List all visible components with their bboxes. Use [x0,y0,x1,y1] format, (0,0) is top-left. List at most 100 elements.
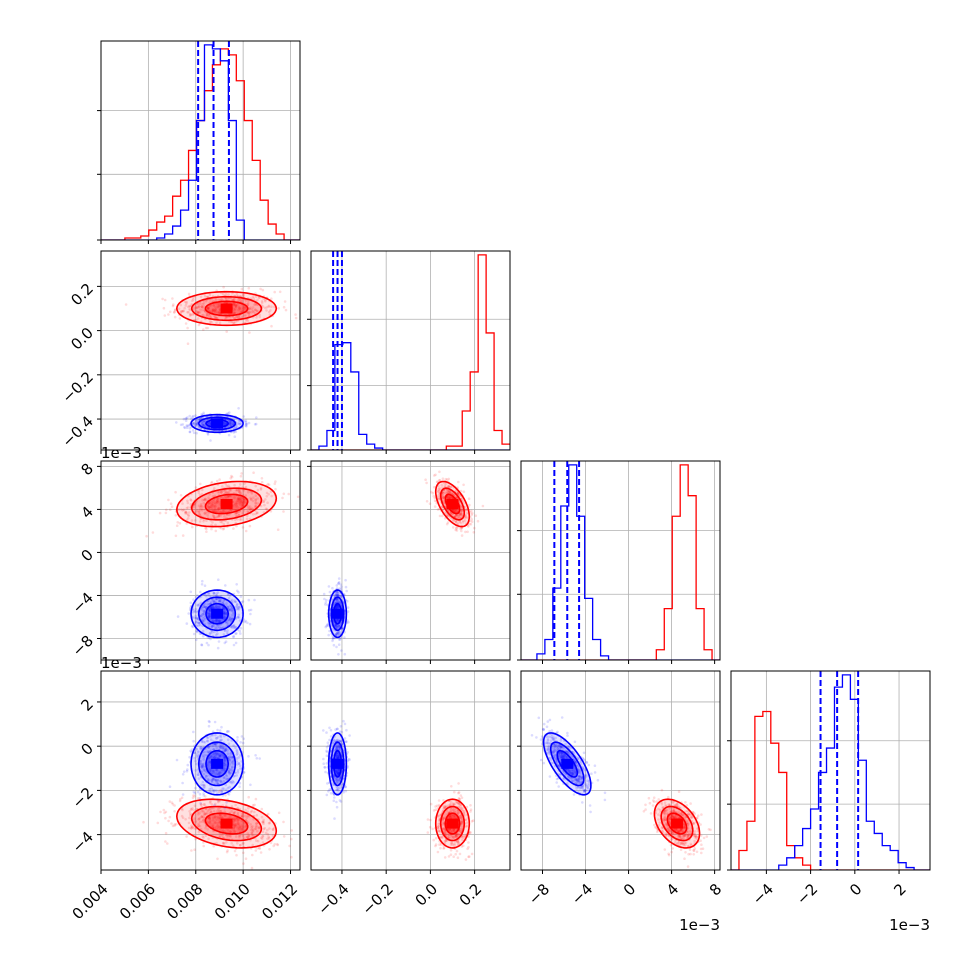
y-tick-label: 2 [78,695,97,714]
density-core-series-0 [447,499,459,509]
y-tick-label: 8 [78,460,97,479]
sample-point [470,510,473,513]
y-tick-label: −8 [69,632,97,660]
sample-point [187,612,190,615]
sample-point [338,643,341,646]
sample-point [466,531,469,534]
sample-point [216,480,219,483]
sample-point [426,500,429,503]
sample-point [189,427,192,430]
sample-point [258,847,261,850]
sample-point [429,819,432,822]
sample-point [246,622,249,625]
panel-frame [101,41,300,240]
sample-point [228,793,231,796]
sample-point [152,531,155,534]
y-tick-label: −2 [69,784,97,812]
sample-point [174,316,177,319]
sample-point [283,835,286,838]
sample-point [331,587,334,590]
sample-point [255,849,258,852]
sample-point [274,488,277,491]
density-core-series-1 [332,609,344,619]
sample-point [245,530,248,533]
sample-point [197,791,200,794]
sample-point [235,583,238,586]
sample-point [261,481,264,484]
histogram-series-1 [101,45,300,240]
sample-point [217,647,220,650]
sample-point [335,646,338,649]
sample-point [432,839,435,842]
sample-point [214,721,217,724]
sample-point [125,303,128,306]
panel-2-1 [307,461,510,664]
sample-point [344,579,347,582]
sample-point [216,729,219,732]
sample-point [224,794,227,797]
sample-point [344,723,347,726]
sample-point [228,411,231,414]
sample-point [248,287,251,290]
sample-point [182,534,185,537]
sample-point [338,638,341,641]
panel-content [311,251,510,450]
sample-point [242,852,245,855]
sample-point [340,725,343,728]
sample-point [333,796,336,799]
sample-point [169,785,172,788]
sample-point [276,843,279,846]
sample-point [193,848,196,851]
sample-point [338,581,341,584]
sample-point [475,514,478,517]
sample-point [215,530,218,533]
sample-point [457,782,460,785]
sample-point [329,591,332,594]
sample-point [175,514,178,517]
sample-point [429,502,432,505]
sample-point [194,787,197,790]
panel-content [311,461,510,660]
sample-point [460,794,463,797]
panel-frame [521,461,720,660]
sample-point [432,495,435,498]
sample-point [249,525,252,528]
y-tick-label: 0 [78,739,97,758]
sample-point [345,586,348,589]
sample-point [241,735,244,738]
sample-point [195,432,198,435]
sample-point [234,850,237,853]
sample-point [246,423,249,426]
sample-point [338,577,341,580]
y-tick-label: 4 [78,503,97,522]
sample-point [224,807,227,810]
sample-point [433,486,436,489]
sample-point [217,578,220,581]
sample-point [345,590,348,593]
sample-point [472,819,475,822]
sample-point [184,427,187,430]
sample-point [242,742,245,745]
sample-point [186,327,189,330]
sample-point [187,342,190,345]
sample-point [240,475,243,478]
sample-point [200,643,203,646]
sample-point [274,480,277,483]
sample-point [255,798,258,801]
sample-point [336,806,339,809]
sample-point [232,636,235,639]
sample-point [454,853,457,856]
sample-point [193,633,196,636]
sample-point [195,639,198,642]
sample-point [219,729,222,732]
sample-point [176,759,179,762]
panel-content [311,671,510,870]
sample-point [294,313,297,316]
sample-point [165,811,168,814]
sample-point [342,720,345,723]
sample-point [425,482,428,485]
sample-point [186,768,189,771]
sample-point [448,855,451,858]
sample-point [277,528,280,531]
